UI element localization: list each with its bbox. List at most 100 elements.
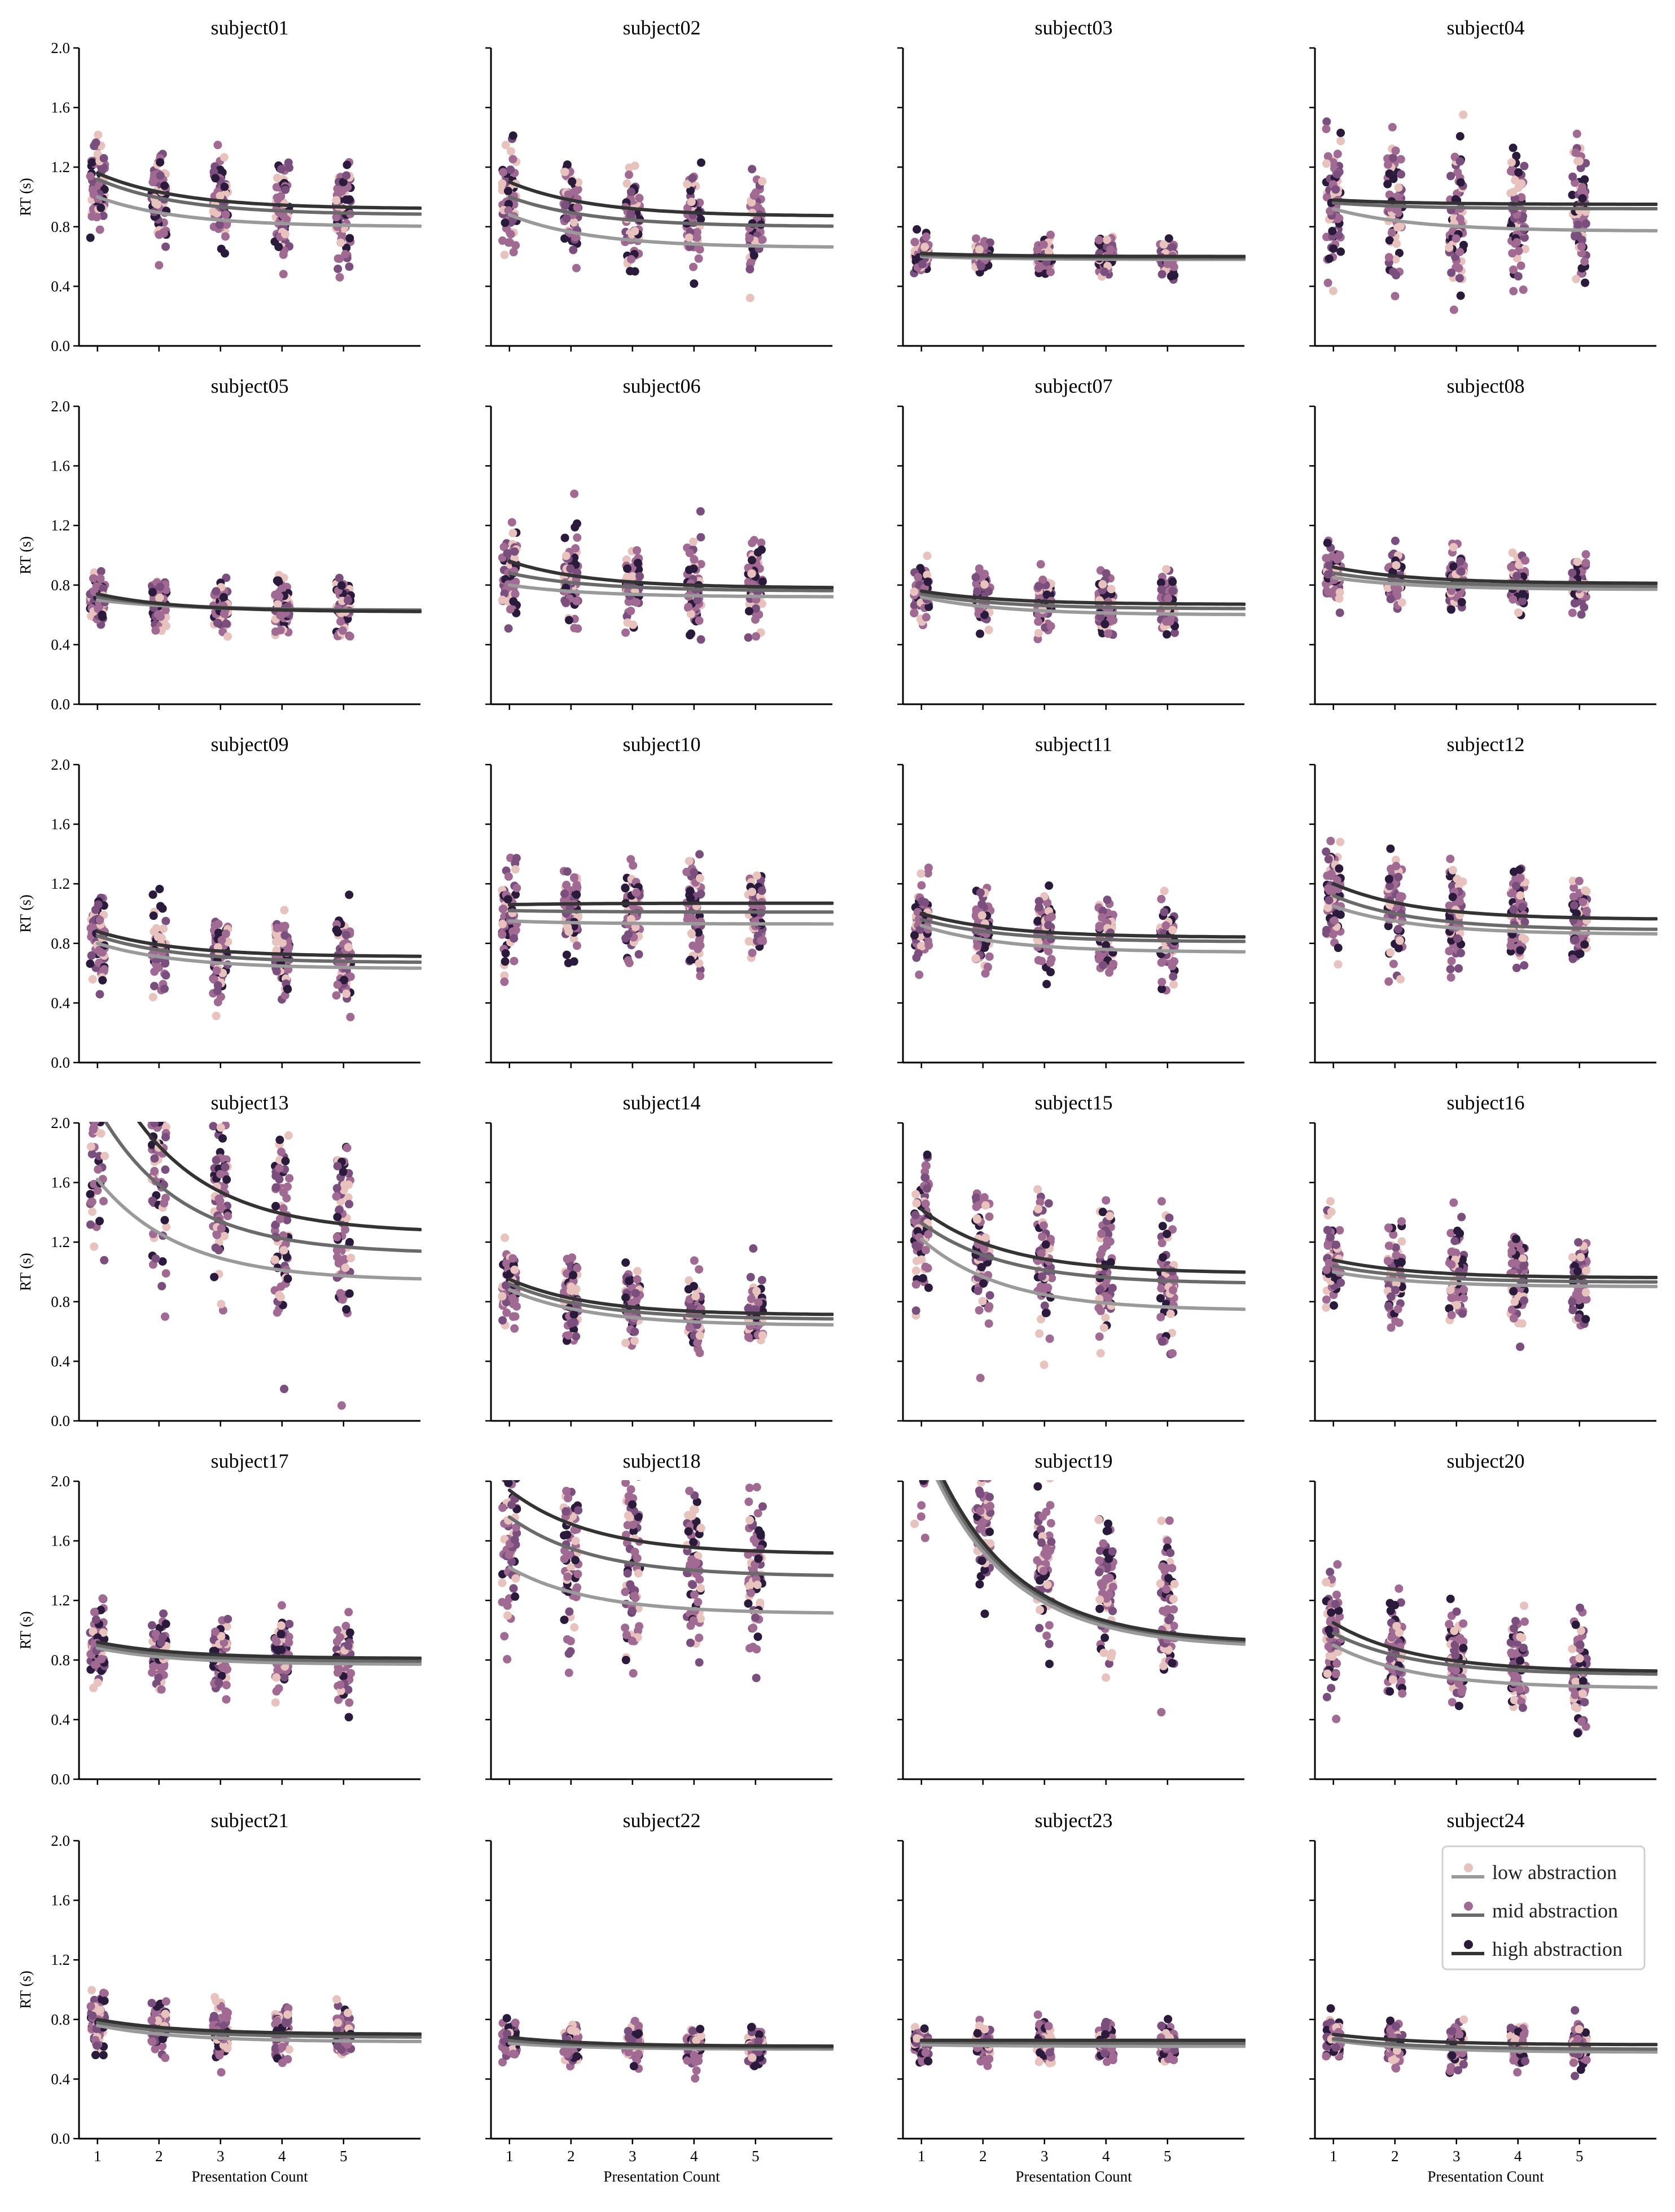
data-point-high	[1394, 183, 1403, 192]
data-point-low	[696, 965, 705, 974]
data-point-mid	[86, 172, 95, 181]
data-point-mid	[1328, 158, 1338, 167]
y-tick-label: 0.4	[51, 278, 70, 295]
data-point-low	[915, 970, 924, 979]
data-point-high	[1104, 968, 1113, 977]
data-point-low	[695, 245, 704, 254]
data-point-mid	[215, 220, 224, 229]
y-tick-label: 1.2	[51, 517, 70, 534]
data-point-high	[155, 593, 164, 602]
data-point-high	[747, 556, 756, 565]
data-point-mid	[159, 924, 168, 933]
data-point-low	[1573, 231, 1582, 240]
data-point-low	[1577, 610, 1586, 619]
data-point-mid	[1391, 855, 1400, 864]
y-tick-label: 1.6	[51, 458, 70, 475]
data-point-low	[1518, 596, 1527, 605]
data-point-high	[285, 1174, 294, 1183]
data-point-low	[96, 947, 105, 956]
data-point-high	[149, 911, 158, 920]
data-point-low	[1098, 907, 1107, 915]
data-point-high	[1516, 891, 1525, 900]
data-point-low	[749, 251, 758, 260]
data-point-high	[972, 234, 980, 243]
data-point-mid	[504, 872, 513, 881]
data-point-mid	[214, 928, 223, 937]
data-point-mid	[344, 1193, 353, 1202]
data-point-high	[1045, 914, 1054, 923]
data-point-high	[685, 548, 694, 558]
data-point-mid	[1569, 883, 1578, 892]
data-point-low	[342, 1305, 351, 1314]
data-point-mid	[683, 204, 692, 213]
data-point-low	[98, 976, 107, 985]
data-point-low	[561, 200, 570, 209]
data-point-mid	[1572, 129, 1581, 138]
data-point-mid	[209, 975, 218, 984]
data-point-mid	[1510, 194, 1519, 203]
data-point-low	[694, 928, 703, 937]
data-point-high	[1581, 159, 1590, 168]
data-point-high	[209, 168, 218, 177]
data-point-low	[696, 635, 705, 644]
data-point-high	[506, 147, 515, 156]
fit-line-low	[1331, 576, 1658, 591]
data-point-mid	[573, 1263, 582, 1272]
data-point-high	[1385, 881, 1394, 890]
data-point-low	[572, 264, 581, 273]
data-point-mid	[88, 1038, 97, 1047]
data-point-mid	[573, 203, 582, 212]
data-point-high	[346, 1012, 355, 1021]
data-point-high	[508, 131, 518, 140]
data-point-high	[758, 177, 767, 186]
data-point-high	[749, 536, 758, 545]
data-point-low	[1095, 921, 1104, 931]
data-point-mid	[150, 1122, 159, 1127]
data-point-low	[95, 1217, 104, 1226]
y-tick-label: 1.6	[51, 99, 70, 116]
data-point-high	[332, 196, 341, 205]
data-point-low	[90, 1179, 99, 1188]
data-point-high	[1334, 214, 1343, 223]
data-point-low	[150, 927, 159, 936]
fit-line-high	[95, 171, 422, 210]
data-point-high	[683, 179, 692, 188]
data-point-mid	[1161, 921, 1170, 930]
data-point-mid	[696, 215, 705, 223]
data-point-low	[148, 178, 157, 187]
data-point-high	[1453, 875, 1462, 884]
data-point-mid	[333, 1213, 342, 1222]
panel-title: subject14	[623, 1091, 701, 1114]
data-point-high	[1449, 543, 1458, 552]
data-point-low	[333, 1253, 341, 1262]
data-point-low	[1333, 555, 1342, 564]
data-point-high	[633, 1267, 642, 1276]
panel-title: subject01	[211, 16, 289, 39]
data-point-mid	[93, 1030, 102, 1039]
data-point-high	[696, 941, 705, 950]
data-point-high	[222, 1175, 231, 1184]
data-point-mid	[1512, 572, 1521, 581]
scatter-points	[498, 131, 767, 302]
y-axis-label: RT (s)	[17, 178, 34, 216]
data-point-high	[279, 250, 288, 259]
data-point-mid	[1384, 875, 1393, 884]
data-point-mid	[1578, 898, 1588, 907]
data-point-mid	[1323, 152, 1332, 161]
data-point-high	[1517, 179, 1526, 188]
data-point-low	[275, 592, 284, 601]
data-point-high	[688, 174, 697, 183]
data-point-low	[917, 881, 926, 890]
data-point-low	[1157, 977, 1167, 986]
data-point-high	[213, 618, 222, 627]
data-point-low	[99, 163, 108, 172]
fit-line-low	[919, 924, 1246, 954]
data-point-high	[271, 1183, 280, 1192]
data-point-high	[622, 573, 632, 582]
data-point-low	[161, 1269, 170, 1278]
data-point-low	[334, 265, 343, 273]
data-point-low	[1455, 274, 1464, 283]
data-point-mid	[219, 592, 228, 602]
data-point-high	[501, 1234, 509, 1242]
data-point-low	[1387, 229, 1396, 238]
